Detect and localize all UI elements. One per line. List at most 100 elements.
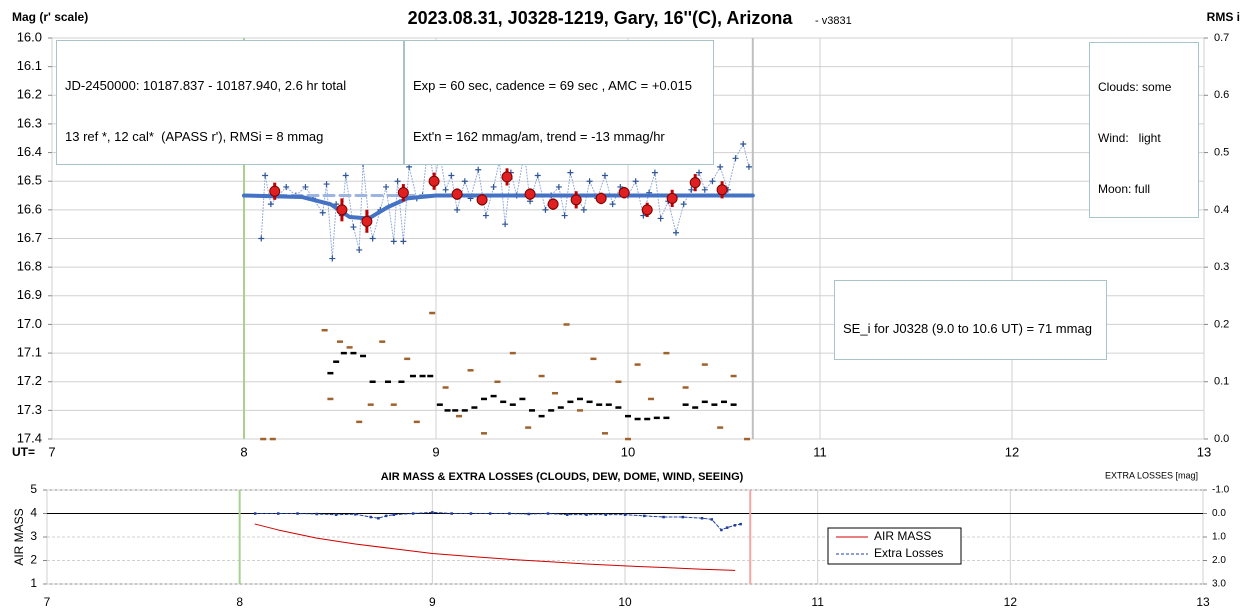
point xyxy=(720,528,723,532)
point xyxy=(529,409,535,412)
point xyxy=(327,371,334,375)
y-tick-label: 16.8 xyxy=(17,259,42,274)
x-axis-label: UT= xyxy=(12,445,35,459)
point xyxy=(546,512,550,515)
point xyxy=(342,172,349,179)
point xyxy=(488,512,492,515)
point xyxy=(262,172,269,179)
point xyxy=(657,215,664,222)
point xyxy=(623,513,627,516)
point xyxy=(346,346,353,349)
y-tick-label: 16.1 xyxy=(17,58,42,73)
point xyxy=(500,400,507,404)
y-tick-label: 16.7 xyxy=(17,230,42,245)
point xyxy=(566,513,569,516)
chart-subtitle: - v3831 xyxy=(815,15,852,27)
point xyxy=(534,172,541,179)
x-tick-label: 10 xyxy=(618,595,632,609)
point xyxy=(502,221,509,228)
x-tick-label: 12 xyxy=(1004,595,1018,609)
point xyxy=(538,414,545,418)
point xyxy=(509,403,516,406)
x-tick-label: 9 xyxy=(429,595,436,609)
point xyxy=(456,414,463,418)
point xyxy=(327,397,334,401)
point xyxy=(361,215,373,227)
point xyxy=(739,522,742,526)
y-tick-label: 1 xyxy=(30,576,37,590)
point xyxy=(701,363,708,366)
point xyxy=(253,512,257,515)
point xyxy=(269,437,276,441)
point xyxy=(302,183,309,190)
y2-tick-label: 0.6 xyxy=(1214,89,1229,101)
y2-tick-label: 0.0 xyxy=(1212,508,1226,519)
x-tick-label: 13 xyxy=(1196,595,1210,609)
y-axis-label: AIR MASS xyxy=(12,508,26,565)
point xyxy=(360,354,367,358)
point xyxy=(552,391,559,395)
legend-label: Extra Losses xyxy=(874,546,943,560)
point xyxy=(283,183,290,190)
point xyxy=(557,406,564,409)
y-tick-label: 3 xyxy=(30,529,37,543)
point xyxy=(490,394,497,398)
point xyxy=(467,369,474,372)
chart-title: AIR MASS & EXTRA LOSSES (CLOUDS, DEW, DO… xyxy=(381,471,744,483)
point xyxy=(334,513,338,516)
point xyxy=(653,416,660,420)
point xyxy=(663,416,670,420)
info-box: Exp = 60 sec, cadence = 69 sec , AMC = +… xyxy=(404,40,714,165)
point xyxy=(329,255,336,262)
point xyxy=(404,357,411,361)
point xyxy=(482,212,489,219)
x-tick-label: 13 xyxy=(1197,444,1211,459)
point xyxy=(354,513,357,516)
point xyxy=(615,380,622,384)
point xyxy=(555,183,562,190)
point xyxy=(745,163,752,170)
point xyxy=(644,417,651,421)
point xyxy=(350,351,357,355)
point xyxy=(333,360,340,363)
y-tick-label: 4 xyxy=(30,506,37,520)
point xyxy=(385,380,391,384)
point xyxy=(634,363,641,366)
point xyxy=(392,513,396,516)
point xyxy=(269,185,281,197)
point xyxy=(476,194,488,206)
point xyxy=(321,328,328,332)
y-tick-label: 16.5 xyxy=(17,173,42,188)
y-tick-label: 17.0 xyxy=(17,316,42,331)
point xyxy=(609,201,616,208)
point xyxy=(700,517,704,520)
point xyxy=(315,512,319,516)
point xyxy=(730,374,737,378)
point xyxy=(709,178,716,185)
point xyxy=(448,172,455,179)
point xyxy=(509,351,516,355)
point xyxy=(350,224,357,231)
point xyxy=(527,512,530,516)
point xyxy=(596,403,603,406)
point xyxy=(732,155,739,162)
point xyxy=(643,514,646,518)
point xyxy=(481,397,487,401)
point xyxy=(538,374,545,378)
point xyxy=(409,374,416,378)
point xyxy=(673,229,679,236)
point xyxy=(319,209,326,216)
y2-tick-label: 0.4 xyxy=(1214,204,1229,216)
point xyxy=(590,357,597,361)
point xyxy=(296,512,299,515)
point xyxy=(267,201,274,208)
point xyxy=(634,417,641,421)
point xyxy=(481,432,487,435)
point xyxy=(490,183,497,190)
point xyxy=(452,409,459,412)
point xyxy=(733,524,737,527)
info-line: Moon: full xyxy=(1098,182,1151,196)
point xyxy=(577,397,583,401)
y-tick-label: 16.6 xyxy=(17,201,42,216)
